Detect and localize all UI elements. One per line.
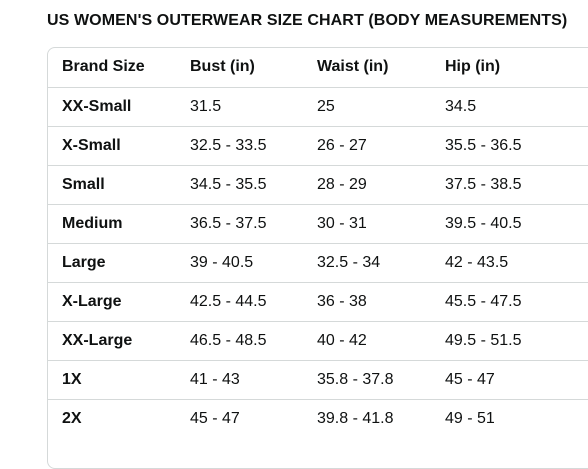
table-row: 1X 41 - 43 35.8 - 37.8 45 - 47 — [48, 360, 588, 399]
hip-cell: 45 - 47 — [445, 370, 495, 388]
hip-cell: 34.5 — [445, 97, 477, 115]
waist-cell: 39.8 - 41.8 — [317, 409, 394, 427]
table-row: Small 34.5 - 35.5 28 - 29 37.5 - 38.5 — [48, 165, 588, 204]
bust-cell: 41 - 43 — [190, 370, 240, 388]
hip-cell: 49 - 51 — [445, 409, 495, 427]
brand-size-cell: 1X — [62, 370, 82, 388]
brand-size-cell: XX-Large — [62, 331, 133, 349]
waist-cell: 28 - 29 — [317, 175, 367, 193]
table-row: XX-Small 31.5 25 34.5 — [48, 87, 588, 126]
header-hip: Hip (in) — [445, 58, 501, 76]
hip-cell: 39.5 - 40.5 — [445, 214, 522, 232]
brand-size-cell: X-Large — [62, 292, 122, 310]
table-header-row: Brand Size Bust (in) Waist (in) Hip (in) — [48, 48, 588, 87]
header-brand-size: Brand Size — [62, 58, 145, 76]
waist-cell: 25 — [317, 97, 335, 115]
brand-size-cell: 2X — [62, 409, 82, 427]
table-row: 2X 45 - 47 39.8 - 41.8 49 - 51 — [48, 399, 588, 438]
header-bust: Bust (in) — [190, 58, 255, 76]
waist-cell: 40 - 42 — [317, 331, 367, 349]
size-chart-table: Brand Size Bust (in) Waist (in) Hip (in)… — [48, 48, 588, 438]
bust-cell: 45 - 47 — [190, 409, 240, 427]
table-row: Medium 36.5 - 37.5 30 - 31 39.5 - 40.5 — [48, 204, 588, 243]
bust-cell: 39 - 40.5 — [190, 253, 254, 271]
header-waist: Waist (in) — [317, 58, 389, 76]
bust-cell: 32.5 - 33.5 — [190, 136, 267, 154]
bust-cell: 46.5 - 48.5 — [190, 331, 267, 349]
table-row: Large 39 - 40.5 32.5 - 34 42 - 43.5 — [48, 243, 588, 282]
page-title: US WOMEN'S OUTERWEAR SIZE CHART (BODY ME… — [47, 12, 568, 29]
bust-cell: 42.5 - 44.5 — [190, 292, 267, 310]
hip-cell: 45.5 - 47.5 — [445, 292, 522, 310]
waist-cell: 32.5 - 34 — [317, 253, 381, 271]
size-chart-table-container: Brand Size Bust (in) Waist (in) Hip (in)… — [47, 47, 588, 469]
brand-size-cell: Small — [62, 175, 105, 193]
bust-cell: 34.5 - 35.5 — [190, 175, 267, 193]
brand-size-cell: Large — [62, 253, 106, 271]
waist-cell: 36 - 38 — [317, 292, 367, 310]
hip-cell: 35.5 - 36.5 — [445, 136, 522, 154]
table-row: XX-Large 46.5 - 48.5 40 - 42 49.5 - 51.5 — [48, 321, 588, 360]
table-row: X-Small 32.5 - 33.5 26 - 27 35.5 - 36.5 — [48, 126, 588, 165]
waist-cell: 35.8 - 37.8 — [317, 370, 394, 388]
hip-cell: 37.5 - 38.5 — [445, 175, 522, 193]
hip-cell: 42 - 43.5 — [445, 253, 509, 271]
brand-size-cell: XX-Small — [62, 97, 132, 115]
waist-cell: 30 - 31 — [317, 214, 367, 232]
waist-cell: 26 - 27 — [317, 136, 367, 154]
brand-size-cell: X-Small — [62, 136, 121, 154]
brand-size-cell: Medium — [62, 214, 123, 232]
table-row: X-Large 42.5 - 44.5 36 - 38 45.5 - 47.5 — [48, 282, 588, 321]
bust-cell: 36.5 - 37.5 — [190, 214, 267, 232]
bust-cell: 31.5 — [190, 97, 222, 115]
hip-cell: 49.5 - 51.5 — [445, 331, 522, 349]
